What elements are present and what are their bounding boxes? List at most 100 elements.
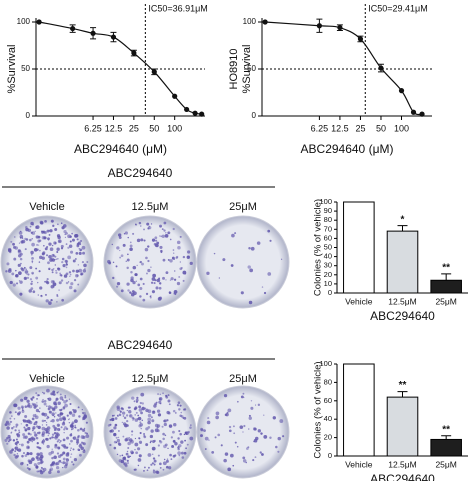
colony [131, 396, 135, 400]
colony [79, 239, 83, 243]
colony [39, 454, 44, 459]
colony [180, 440, 184, 444]
x-tick-label: 100 [167, 123, 182, 133]
x-tick-label: 25μM [435, 296, 456, 306]
colony [69, 443, 71, 445]
colony [107, 424, 111, 427]
colony [12, 242, 15, 246]
colony [162, 437, 165, 441]
colony [242, 392, 245, 395]
colony [63, 400, 67, 404]
dish [103, 215, 197, 309]
colony [127, 289, 130, 292]
dish-label: 12.5μM [132, 373, 169, 385]
colony [10, 240, 13, 243]
colony [136, 264, 138, 267]
panel-title: ABC294640 [108, 338, 173, 352]
dish-label: Vehicle [29, 373, 64, 385]
colony [63, 428, 66, 431]
colony [37, 394, 40, 397]
colony [48, 451, 52, 456]
colony [116, 438, 121, 443]
colony [138, 437, 141, 440]
colony [138, 424, 142, 428]
colony [163, 221, 167, 225]
colony [174, 442, 178, 446]
colony [52, 407, 56, 411]
colony [124, 231, 129, 235]
colony [52, 392, 55, 394]
colony [54, 264, 57, 266]
y-tick-label: 0 [328, 451, 332, 460]
colony [162, 392, 164, 394]
colony [13, 236, 16, 238]
colony [34, 415, 39, 420]
colony [39, 239, 42, 242]
colony [118, 236, 122, 239]
colony [9, 450, 13, 454]
colony [111, 243, 113, 246]
colony [81, 260, 85, 264]
colony [138, 405, 142, 409]
colony [220, 444, 223, 447]
colony [118, 413, 122, 417]
data-point [110, 34, 117, 40]
colony [130, 270, 133, 274]
colony [114, 417, 118, 420]
colony [132, 232, 135, 235]
colony [144, 407, 147, 409]
colony [232, 464, 235, 467]
colony [131, 416, 135, 420]
colony [76, 438, 80, 442]
colony [31, 242, 35, 247]
colony [14, 450, 17, 452]
colony [116, 405, 120, 409]
colony [31, 457, 35, 462]
colony [33, 431, 36, 434]
colony [49, 229, 53, 233]
colony [132, 265, 137, 270]
colony [259, 451, 262, 454]
colony [35, 465, 39, 469]
colony [60, 279, 64, 282]
colony [182, 279, 185, 282]
x-axis-title: ABC294640 (μM) [301, 142, 394, 156]
colony [176, 281, 181, 286]
colony [48, 254, 52, 259]
x-tick-label: 50 [149, 123, 159, 133]
colony [113, 440, 117, 444]
colony [179, 235, 182, 238]
colony [30, 253, 33, 256]
colony [115, 265, 118, 268]
colony [31, 238, 33, 240]
colony [65, 263, 68, 266]
colony [70, 453, 73, 455]
colony [36, 457, 41, 461]
colony [111, 414, 114, 417]
colony [12, 283, 16, 287]
colony [6, 442, 9, 445]
colony [177, 401, 181, 404]
colony [46, 444, 50, 449]
colony [157, 444, 160, 447]
colony [76, 443, 78, 445]
colony [130, 278, 134, 283]
colony [17, 448, 22, 452]
colony [32, 414, 36, 418]
colony [31, 436, 34, 439]
colony [51, 433, 55, 436]
colony [184, 439, 187, 442]
data-point [192, 110, 198, 116]
colony [68, 271, 72, 274]
colony [148, 225, 151, 228]
colony [57, 239, 62, 244]
dish [196, 215, 290, 309]
colony [13, 426, 15, 428]
y-tick-label: 0 [252, 111, 257, 120]
data-point [378, 65, 384, 71]
colony [173, 252, 175, 254]
colony [71, 232, 73, 235]
colony [50, 257, 55, 262]
colony [30, 250, 34, 255]
colony [65, 399, 68, 402]
